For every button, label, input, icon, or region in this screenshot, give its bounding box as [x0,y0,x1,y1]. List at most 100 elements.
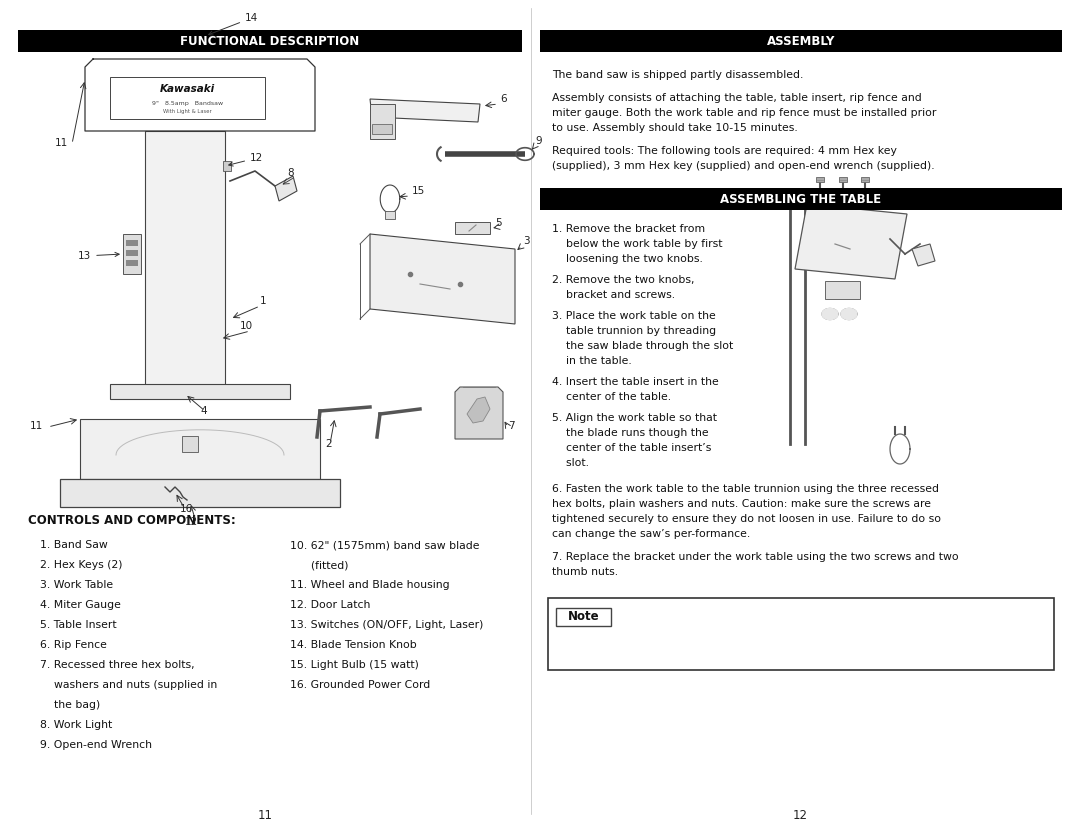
Bar [80,419,320,479]
Bar [145,131,225,394]
Text: 12: 12 [793,809,808,822]
Bar [60,479,340,507]
Text: the saw blade through the slot: the saw blade through the slot [552,341,733,351]
Text: loosening the two knobs.: loosening the two knobs. [552,254,703,264]
Text: 3: 3 [523,236,529,246]
Text: hex bolts, plain washers and nuts. Caution: make sure the screws are: hex bolts, plain washers and nuts. Cauti… [552,499,931,509]
Text: 14. Blade Tension Knob: 14. Blade Tension Knob [291,640,417,650]
Text: Assembly consists of attaching the table, table insert, rip fence and: Assembly consists of attaching the table… [552,93,921,103]
Bar [222,161,231,171]
Text: 4: 4 [200,406,206,416]
Text: 11: 11 [30,421,43,431]
Bar [816,177,824,182]
Bar [126,260,138,266]
Bar [861,177,869,182]
Polygon shape [795,204,907,279]
Text: 5: 5 [495,218,501,228]
Text: 12: 12 [229,153,264,166]
Text: 4. Miter Gauge: 4. Miter Gauge [40,600,121,610]
Text: 10. 62" (1575mm) band saw blade: 10. 62" (1575mm) band saw blade [291,540,480,550]
Text: washers and nuts (supplied in: washers and nuts (supplied in [40,680,217,690]
Text: CONTROLS AND COMPONENTS:: CONTROLS AND COMPONENTS: [28,514,235,527]
Text: miter gauge. Both the work table and rip fence must be installed prior: miter gauge. Both the work table and rip… [552,108,936,118]
Text: 2. Hex Keys (2): 2. Hex Keys (2) [40,560,122,570]
Text: to be able to slide the rip fence over the table and then: to be able to slide the rip fence over t… [621,623,926,633]
Text: (supplied), 3 mm Hex key (supplied) and open-end wrench (supplied).: (supplied), 3 mm Hex key (supplied) and … [552,161,934,171]
Text: 3. Work Table: 3. Work Table [40,580,113,590]
Text: 4. Insert the table insert in the: 4. Insert the table insert in the [552,377,719,387]
Polygon shape [912,244,935,266]
Bar [825,281,860,299]
Text: 7: 7 [508,421,515,431]
Text: 12: 12 [185,517,199,527]
Text: Kawasaki: Kawasaki [160,83,215,93]
Text: 15. Light Bulb (15 watt): 15. Light Bulb (15 watt) [291,660,419,670]
Text: 5. Align the work table so that: 5. Align the work table so that [552,413,717,423]
Bar [548,598,1054,670]
Polygon shape [275,176,297,201]
Polygon shape [841,309,858,319]
Text: 6. Fasten the work table to the table trunnion using the three recessed: 6. Fasten the work table to the table tr… [552,484,939,494]
Polygon shape [370,234,515,324]
Text: 13: 13 [78,251,119,261]
Text: 1. Band Saw: 1. Band Saw [40,540,108,550]
Polygon shape [455,387,503,439]
Text: With Light & Laser: With Light & Laser [163,109,212,114]
Bar [372,124,392,134]
Bar [540,30,1062,52]
Text: FUNCTIONAL DESCRIPTION: FUNCTIONAL DESCRIPTION [180,34,360,48]
Bar [384,211,395,219]
Text: 8. Work Light: 8. Work Light [40,720,112,730]
Text: 15: 15 [411,186,426,196]
Polygon shape [467,397,490,423]
Bar [110,384,291,399]
Text: tightened securely to ensure they do not loosen in use. Failure to do so: tightened securely to ensure they do not… [552,514,941,524]
Text: 14: 14 [208,13,258,35]
Text: Note: Note [568,610,599,624]
Text: 5. Table Insert: 5. Table Insert [40,620,117,630]
Text: clock-wise before locking the handle in position.: clock-wise before locking the handle in … [621,638,885,648]
Text: 13. Switches (ON/OFF, Light, Laser): 13. Switches (ON/OFF, Light, Laser) [291,620,484,630]
Bar [556,608,611,626]
Text: (fitted): (fitted) [291,560,349,570]
Text: 6. Rip Fence: 6. Rip Fence [40,640,107,650]
Text: It may be necessary to rotate the handle counter-clockwise: It may be necessary to rotate the handle… [621,608,945,618]
Text: can change the saw’s per-formance.: can change the saw’s per-formance. [552,529,751,539]
Text: 3. Place the work table on the: 3. Place the work table on the [552,311,716,321]
Bar [110,77,265,119]
Text: 9"   8.5amp   Bandsaw: 9" 8.5amp Bandsaw [152,101,224,106]
Polygon shape [822,309,838,319]
Text: 1: 1 [260,296,267,306]
Text: 11. Wheel and Blade housing: 11. Wheel and Blade housing [291,580,449,590]
Text: 9. Open-end Wrench: 9. Open-end Wrench [40,740,152,750]
Text: 16: 16 [180,504,193,514]
Bar [18,30,522,52]
Text: table trunnion by threading: table trunnion by threading [552,326,716,336]
Text: Required tools: The following tools are required: 4 mm Hex key: Required tools: The following tools are … [552,146,896,156]
Bar [540,188,1062,210]
Text: 1. Remove the bracket from: 1. Remove the bracket from [552,224,705,234]
Bar [839,177,847,182]
Text: 2: 2 [325,439,332,449]
Text: The band saw is shipped partly disassembled.: The band saw is shipped partly disassemb… [552,70,804,80]
Text: bracket and screws.: bracket and screws. [552,290,675,300]
Text: 10: 10 [240,321,253,331]
Bar [370,104,395,139]
Text: 12. Door Latch: 12. Door Latch [291,600,370,610]
Text: slot.: slot. [552,458,589,468]
Text: 2. Remove the two knobs,: 2. Remove the two knobs, [552,275,694,285]
Text: thumb nuts.: thumb nuts. [552,567,618,577]
Text: in the table.: in the table. [552,356,632,366]
Text: 16. Grounded Power Cord: 16. Grounded Power Cord [291,680,430,690]
Text: 11: 11 [55,138,68,148]
Text: 8: 8 [287,168,294,178]
Text: the blade runs though the: the blade runs though the [552,428,708,438]
Text: center of the table.: center of the table. [552,392,671,402]
Bar [123,234,141,274]
Text: to use. Assembly should take 10-15 minutes.: to use. Assembly should take 10-15 minut… [552,123,798,133]
Text: 11: 11 [257,809,272,822]
Bar [126,240,138,246]
Text: ASSEMBLY: ASSEMBLY [767,34,835,48]
Text: 7. Recessed three hex bolts,: 7. Recessed three hex bolts, [40,660,194,670]
Text: 7. Replace the bracket under the work table using the two screws and two: 7. Replace the bracket under the work ta… [552,552,959,562]
